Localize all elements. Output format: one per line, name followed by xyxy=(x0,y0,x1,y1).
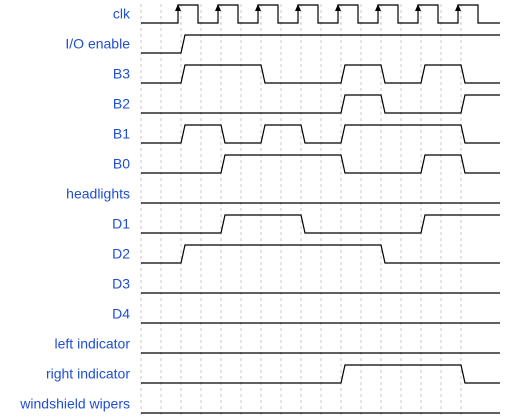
b3-label: B3 xyxy=(113,66,130,82)
d2-label: D2 xyxy=(112,246,130,262)
io-enable-waveform xyxy=(141,34,500,54)
clk-rising-edge-arrow xyxy=(455,4,461,11)
b3-waveform xyxy=(141,64,500,84)
b1-waveform xyxy=(141,124,500,144)
clk-rising-edge-arrow xyxy=(295,4,301,11)
d2-waveform xyxy=(141,244,500,264)
clk-rising-edge-arrow xyxy=(215,4,221,11)
b0-label: B0 xyxy=(113,156,130,172)
b1-label: B1 xyxy=(113,126,130,142)
b2-label: B2 xyxy=(113,96,130,112)
d1-label: D1 xyxy=(112,216,130,232)
d1-waveform xyxy=(141,214,500,234)
clk-label: clk xyxy=(113,6,131,22)
clk-waveform xyxy=(141,4,500,24)
clk-rising-edge-arrow xyxy=(255,4,261,11)
right-indicator-waveform xyxy=(141,364,500,384)
b2-waveform xyxy=(141,94,500,114)
clk-rising-edge-arrow xyxy=(375,4,381,11)
b0-waveform xyxy=(141,154,500,174)
clk-rising-edge-arrow xyxy=(335,4,341,11)
headlights-label: headlights xyxy=(66,186,130,202)
clk-rising-edge-arrow xyxy=(175,4,181,11)
grid-lines xyxy=(140,4,462,417)
clk-rising-edge-arrow xyxy=(415,4,421,11)
left-indicator-label: left indicator xyxy=(55,336,131,352)
io-enable-label: I/O enable xyxy=(65,36,130,52)
right-indicator-label: right indicator xyxy=(46,366,130,382)
d3-label: D3 xyxy=(112,276,130,292)
d4-label: D4 xyxy=(112,306,130,322)
signal-waveforms xyxy=(141,4,500,414)
windshield-wipers-label: windshield wipers xyxy=(19,396,130,412)
signal-labels: clk I/O enable B3 B2 B1 B0 headlights D1 D2 D3 D4 l… xyxy=(19,6,131,412)
